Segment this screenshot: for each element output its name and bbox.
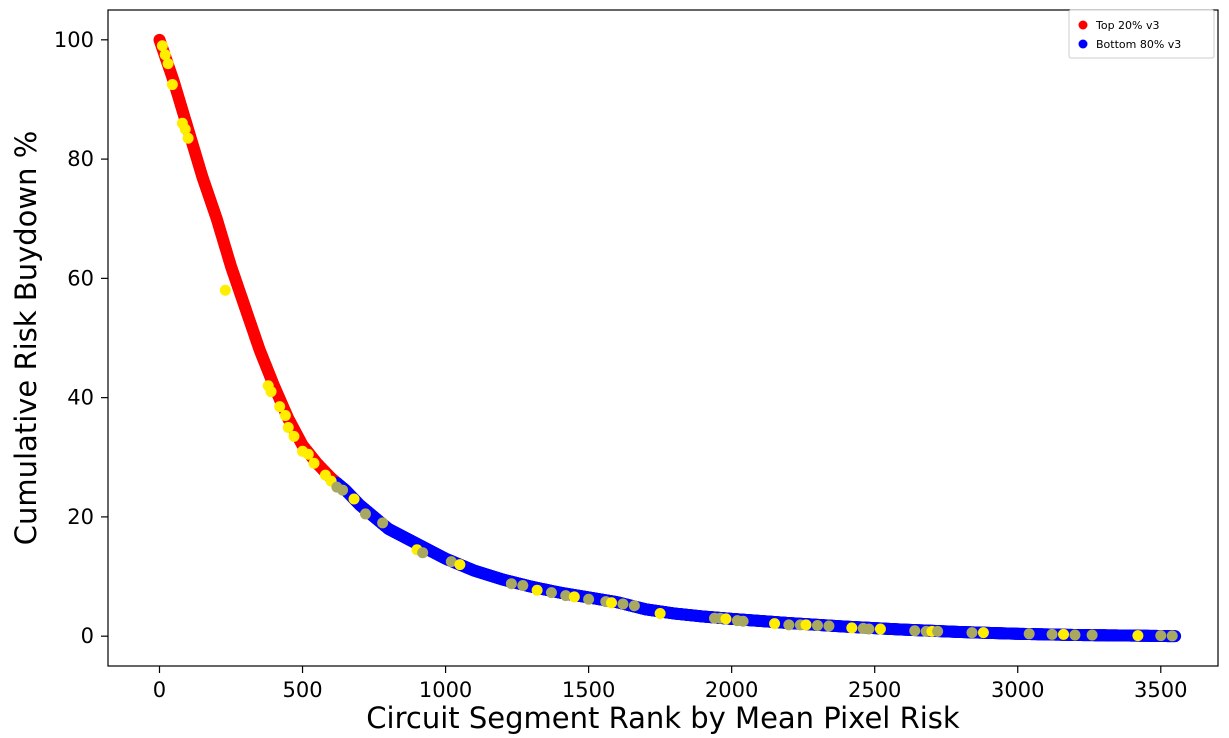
highlight-point <box>1069 629 1081 641</box>
x-axis-ticks: 0 500 1000 1500 2000 2500 3000 3500 <box>153 666 1188 702</box>
highlight-point <box>288 430 300 442</box>
highlight-point <box>219 284 231 296</box>
highlight-point <box>182 132 194 144</box>
highlight-point <box>874 623 886 635</box>
highlight-point <box>179 123 191 135</box>
highlight-point <box>769 618 781 630</box>
legend: Top 20% v3 Bottom 80% v3 <box>1068 9 1215 59</box>
highlight-point <box>162 58 174 70</box>
highlight-point <box>846 622 858 634</box>
legend-label: Bottom 80% v3 <box>1096 38 1181 51</box>
highlight-point <box>308 457 320 469</box>
highlight-point <box>282 421 294 433</box>
highlight-point <box>545 587 557 599</box>
highlight-point <box>1046 628 1058 640</box>
y-tick-label: 0 <box>81 624 94 648</box>
y-tick-label: 20 <box>67 505 94 529</box>
highlight-point <box>800 619 812 631</box>
x-tick-label: 3500 <box>1134 678 1187 702</box>
highlight-point <box>166 79 178 91</box>
highlight-point <box>737 615 749 627</box>
highlight-point <box>568 591 580 603</box>
highlight-point <box>159 49 171 61</box>
x-tick-label: 0 <box>153 678 166 702</box>
plot-frame <box>107 9 1219 667</box>
highlight-point <box>863 623 875 635</box>
highlight-points-layer <box>156 40 1178 642</box>
x-tick-label: 3000 <box>991 678 1044 702</box>
highlight-point <box>977 627 989 639</box>
highlight-point <box>505 578 517 590</box>
highlight-point <box>654 608 666 620</box>
y-tick-label: 40 <box>67 386 94 410</box>
highlight-point <box>517 579 529 591</box>
legend-box <box>1068 9 1215 59</box>
legend-label: Top 20% v3 <box>1095 19 1160 32</box>
x-tick-label: 1500 <box>562 678 615 702</box>
highlight-point <box>617 598 629 610</box>
highlight-point <box>348 493 360 505</box>
highlight-point <box>337 484 349 496</box>
highlight-point <box>783 619 795 631</box>
x-axis-title: Circuit Segment Rank by Mean Pixel Risk <box>366 701 960 735</box>
highlight-point <box>560 590 572 602</box>
x-tick-label: 2500 <box>848 678 901 702</box>
highlight-point <box>279 410 291 422</box>
highlight-point <box>720 613 732 625</box>
highlight-point <box>909 625 921 637</box>
highlight-point <box>454 559 466 571</box>
highlight-point <box>1155 630 1167 642</box>
highlight-point <box>932 625 944 637</box>
highlight-point <box>359 508 371 520</box>
y-tick-label: 80 <box>67 147 94 171</box>
highlight-point <box>265 386 277 398</box>
x-tick-label: 2000 <box>705 678 758 702</box>
highlight-point <box>1166 630 1178 642</box>
highlight-point <box>417 547 429 559</box>
y-axis-ticks: 0 20 40 60 80 100 <box>54 28 108 648</box>
highlight-point <box>583 593 595 605</box>
highlight-point <box>531 584 543 596</box>
highlight-point <box>1086 629 1098 641</box>
legend-marker <box>1078 20 1088 30</box>
highlight-point <box>445 556 457 568</box>
highlight-point <box>1132 630 1144 642</box>
x-tick-label: 500 <box>282 678 322 702</box>
highlight-point <box>274 401 286 413</box>
data-points-layer <box>153 33 1182 643</box>
highlight-point <box>377 517 389 529</box>
highlight-point <box>1058 628 1070 640</box>
highlight-point <box>966 627 978 639</box>
highlight-point <box>823 620 835 632</box>
highlight-point <box>156 40 168 52</box>
y-axis-title: Cumulative Risk Buydown % <box>9 131 43 546</box>
legend-marker <box>1078 39 1088 49</box>
highlight-point <box>302 448 314 460</box>
highlight-point <box>811 619 823 631</box>
highlight-point <box>1023 628 1035 640</box>
highlight-point <box>628 600 640 612</box>
x-tick-label: 1000 <box>419 678 472 702</box>
y-tick-label: 60 <box>67 266 94 290</box>
y-tick-label: 100 <box>54 28 94 52</box>
highlight-point <box>606 597 618 609</box>
